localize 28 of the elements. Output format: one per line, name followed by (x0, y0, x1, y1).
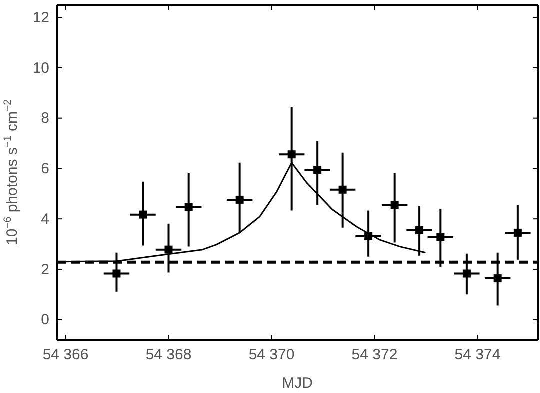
y-tick-label: 10 (32, 60, 50, 77)
point (164, 246, 173, 254)
point (436, 233, 445, 242)
point (288, 150, 296, 159)
y-tick-label: 8 (41, 110, 50, 128)
point (112, 270, 121, 278)
point (139, 210, 148, 219)
point (514, 228, 522, 237)
x-axis-title: MJD (282, 375, 314, 392)
x-tick-label: 54 374 (454, 346, 501, 364)
y-tick-label: 4 (41, 210, 50, 228)
point (314, 166, 322, 174)
point (184, 203, 193, 212)
point (338, 186, 347, 194)
point (462, 270, 471, 278)
y-tick-label: 6 (41, 160, 50, 178)
point (236, 196, 244, 204)
point (494, 274, 502, 283)
x-tick-label: 54 366 (42, 346, 89, 364)
point (416, 226, 424, 234)
y-tick-label: 0 (41, 312, 50, 329)
y-tick-label: 12 (32, 9, 50, 26)
x-tick-label: 54 372 (352, 346, 398, 364)
x-tick-label: 54 368 (146, 346, 192, 364)
y-tick-label: 2 (41, 261, 50, 278)
x-tick-label: 54 370 (248, 346, 295, 364)
point (364, 232, 373, 240)
point (390, 201, 399, 210)
